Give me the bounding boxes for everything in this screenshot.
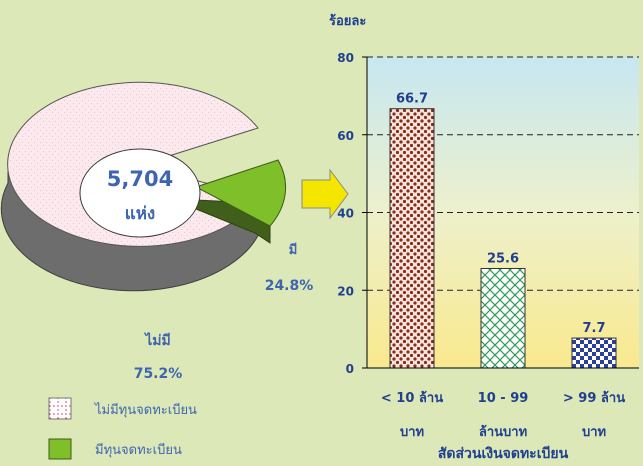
category-label-3-line2: บาท [582, 425, 606, 440]
y-tick-label: 60 [337, 129, 354, 143]
category-label-2-line1: 10 - 99 [478, 391, 529, 406]
bars: 66.7 25.6 7.7 [389, 92, 617, 369]
bar-2 [480, 267, 526, 369]
bar-1 [389, 108, 435, 369]
slice-label-no-capital: ไม่มี [143, 331, 171, 349]
pie-center-circle [79, 148, 201, 238]
arrow-icon [301, 168, 349, 220]
y-tick-label: 20 [337, 284, 354, 298]
legend: ไม่มีทุนจดทะเบียน มีทุนจดทะเบียน [48, 397, 197, 460]
y-tick-label: 0 [346, 362, 354, 376]
legend-swatch-has-capital [48, 438, 72, 460]
category-label-1-line1: < 10 ล้าน [381, 390, 443, 406]
y-axis-title: ร้อยละ [329, 13, 366, 29]
bar-value-label-2: 25.6 [487, 251, 519, 266]
legend-label-no-capital: ไม่มีทุนจดทะเบียน [94, 402, 197, 418]
bar-value-label-1: 66.7 [396, 92, 428, 107]
pie-chart: 5,704 แห่ง มี 24.8% ไม่มี 75.2% [0, 81, 314, 382]
category-label-1-line2: บาท [400, 425, 424, 440]
bar-chart: ร้อยละ 66.7 25.6 7.7 0 20 40 60 80 < 10 ล้าน บ… [329, 13, 639, 462]
legend-swatch-no-capital [48, 397, 72, 420]
pie-center-unit: แห่ง [125, 204, 155, 224]
y-axis-ticks: 0 20 40 60 80 [337, 51, 367, 376]
slice-value-has-capital: 24.8% [265, 278, 314, 294]
bar-value-label-3: 7.7 [582, 321, 605, 336]
slice-value-no-capital: 75.2% [134, 366, 183, 382]
category-label-3-line1: > 99 ล้าน [563, 390, 625, 406]
y-tick-label: 40 [337, 207, 354, 221]
pie-center-value: 5,704 [107, 167, 173, 191]
slice-label-has-capital: มี [289, 242, 298, 258]
y-tick-label: 80 [337, 51, 354, 65]
bar-3 [571, 337, 617, 369]
category-label-2-line2: ล้านบาท [479, 424, 527, 440]
pie-slice-has-capital [194, 159, 287, 227]
legend-label-has-capital: มีทุนจดทะเบียน [95, 442, 182, 458]
x-axis-title: สัดส่วนเงินจดทะเบียน [438, 446, 569, 462]
